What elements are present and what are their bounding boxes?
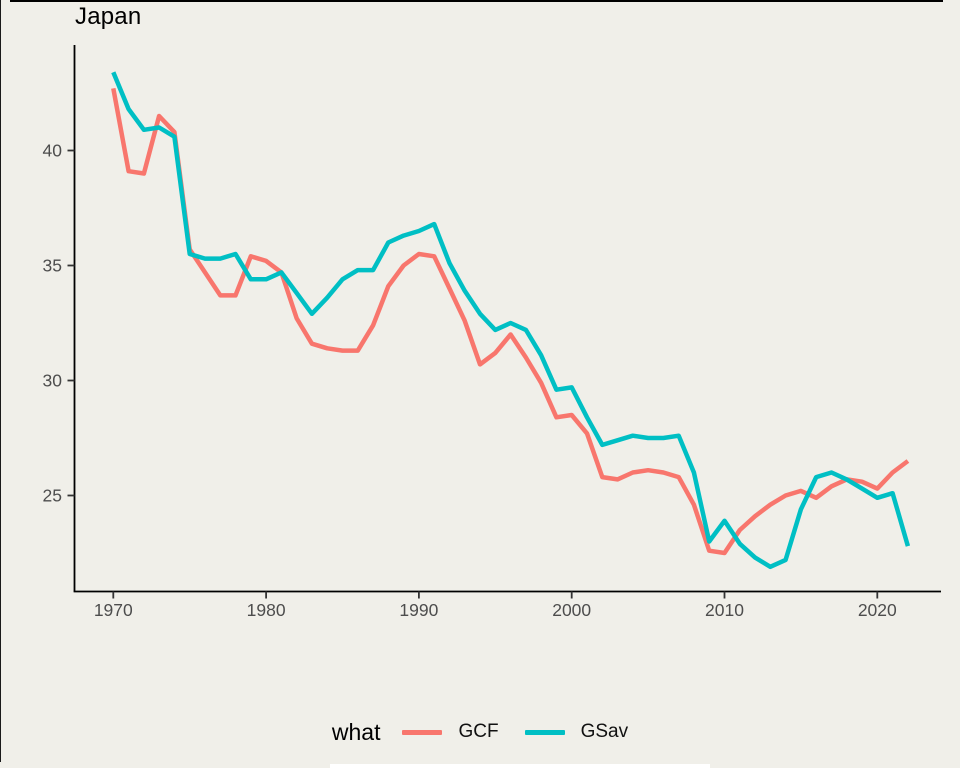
- legend-label-gsav: GSav: [580, 721, 629, 742]
- screenshot-top-border: [10, 0, 943, 2]
- screenshot-left-border: [0, 0, 1, 762]
- legend-title: what: [331, 718, 381, 745]
- bottom-edge-artifact: [330, 764, 710, 768]
- svg-text:2010: 2010: [705, 600, 744, 620]
- svg-text:2020: 2020: [858, 600, 897, 620]
- svg-text:30: 30: [43, 371, 63, 391]
- svg-text:2000: 2000: [552, 600, 591, 620]
- legend-label-gcf: GCF: [458, 721, 499, 742]
- svg-text:1980: 1980: [247, 600, 286, 620]
- legend-item-gcf: GCF: [402, 721, 499, 743]
- svg-text:1990: 1990: [399, 600, 438, 620]
- chart-legend: what GCF GSav: [0, 715, 960, 749]
- svg-text:40: 40: [43, 141, 63, 161]
- legend-swatch-gcf-icon: [402, 729, 443, 735]
- legend-swatch-gsav-icon: [524, 729, 565, 735]
- svg-text:25: 25: [43, 486, 62, 506]
- svg-text:1970: 1970: [94, 600, 133, 620]
- chart-title: Japan: [75, 3, 142, 30]
- legend-item-gsav: GSav: [524, 721, 629, 743]
- svg-text:35: 35: [43, 256, 62, 276]
